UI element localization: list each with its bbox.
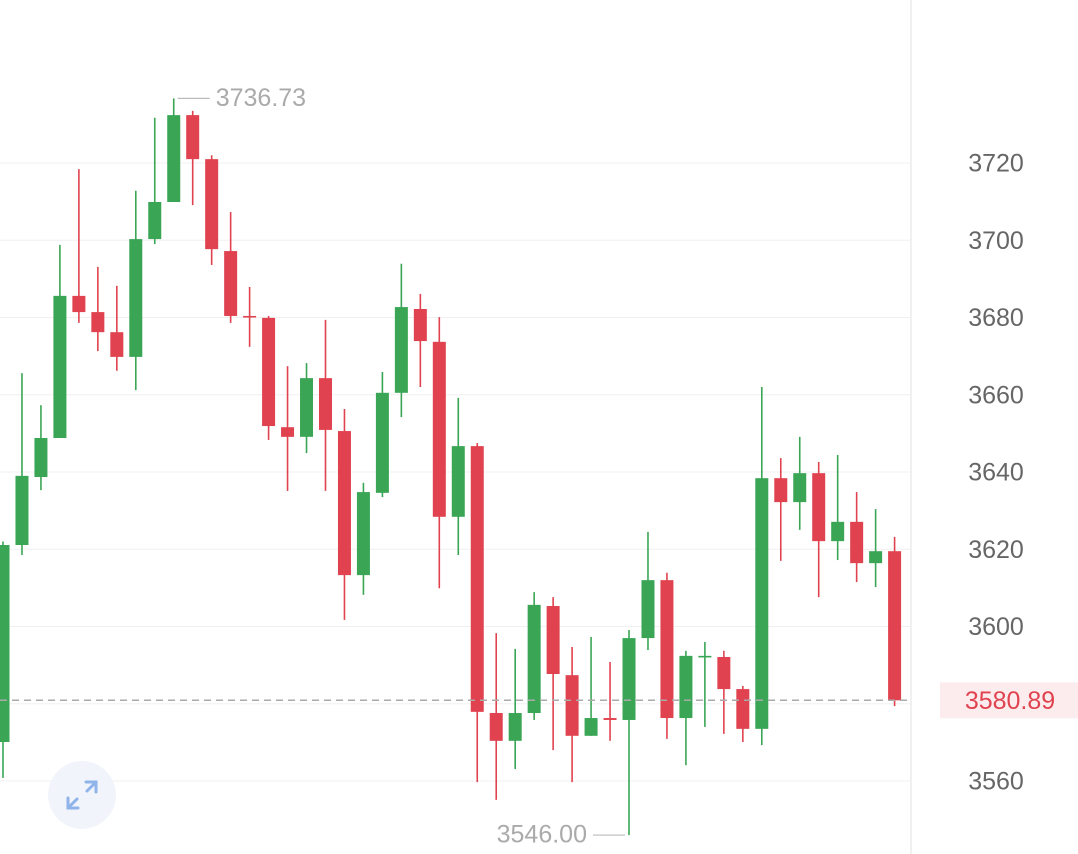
- candle-body: [375, 392, 389, 493]
- candle-body: [243, 315, 257, 318]
- candle-body: [186, 115, 200, 160]
- candle-body: [15, 475, 29, 545]
- y-tick-label: 3560: [968, 768, 1024, 796]
- candle-body: [831, 521, 845, 542]
- expand-icon[interactable]: [66, 780, 98, 810]
- candle-body: [432, 341, 446, 517]
- candle-body: [110, 332, 124, 357]
- candle-body: [281, 427, 295, 437]
- candle-body: [888, 551, 902, 701]
- candle-body: [546, 606, 560, 675]
- candle-body: [451, 446, 465, 517]
- candle-body: [34, 438, 48, 478]
- candle-body: [774, 478, 788, 503]
- candle-body: [717, 657, 731, 690]
- expand-button-bg[interactable]: [48, 761, 116, 829]
- candle-body: [413, 309, 427, 342]
- candle-body: [262, 317, 276, 427]
- y-tick-label: 3640: [968, 459, 1024, 487]
- y-tick-label: 3600: [968, 613, 1024, 641]
- candle-body: [641, 580, 655, 639]
- candle-body: [755, 478, 769, 729]
- candle-body: [148, 202, 162, 240]
- candle-body: [356, 492, 370, 576]
- low-label: 3546.00: [497, 821, 587, 849]
- expand-button[interactable]: [48, 761, 116, 829]
- candle-body: [300, 378, 314, 437]
- candle-body: [527, 604, 541, 714]
- candle-body: [167, 115, 181, 203]
- candle-body: [850, 521, 864, 564]
- y-tick-label: 3680: [968, 304, 1024, 332]
- last-price-label: 3580.89: [965, 687, 1055, 715]
- candle-body: [603, 718, 617, 720]
- candle-body: [72, 295, 86, 313]
- candle-body: [394, 307, 408, 393]
- candle-body: [698, 655, 712, 658]
- candle-body: [869, 551, 883, 564]
- candle-body: [565, 675, 579, 736]
- candle-body: [584, 718, 598, 736]
- candle-body: [91, 312, 105, 333]
- candle-body: [224, 251, 238, 316]
- candle-body: [53, 295, 67, 439]
- candle-body: [736, 689, 750, 729]
- candle-body: [508, 713, 522, 741]
- y-tick-label: 3700: [968, 227, 1024, 255]
- y-tick-label: 3660: [968, 381, 1024, 409]
- candle-body: [660, 580, 674, 719]
- high-label: 3736.73: [216, 84, 306, 112]
- y-tick-label: 3720: [968, 150, 1024, 178]
- candle-body: [337, 431, 351, 576]
- last-price-box: [940, 682, 1078, 719]
- candle-body: [470, 446, 484, 712]
- candle-body: [812, 473, 826, 542]
- candle-body: [622, 638, 636, 720]
- candle-body: [318, 378, 332, 430]
- candle-body: [205, 159, 219, 250]
- candle-body: [679, 655, 693, 719]
- candle-body: [489, 713, 503, 741]
- y-tick-label: 3620: [968, 536, 1024, 564]
- candle-body: [129, 239, 143, 357]
- candle-body: [793, 473, 807, 503]
- candle-body: [0, 544, 10, 742]
